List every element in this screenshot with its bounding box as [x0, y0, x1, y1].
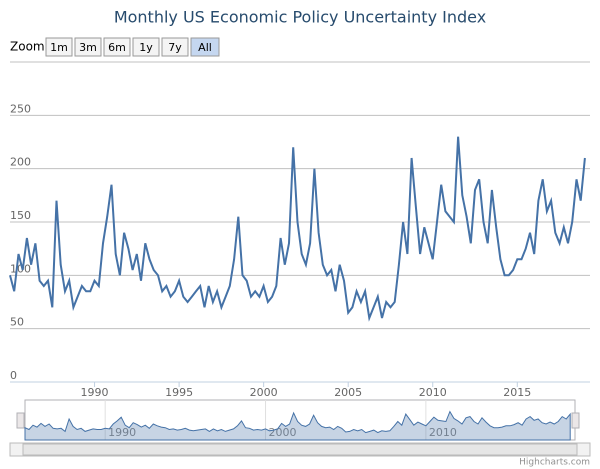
- zoom-button-label[interactable]: 6m: [108, 41, 126, 54]
- zoom-button-label[interactable]: 1m: [50, 41, 68, 54]
- x-tick-label: 2005: [334, 386, 362, 399]
- zoom-button-label[interactable]: 7y: [168, 41, 182, 54]
- zoom-button-label[interactable]: 1y: [139, 41, 153, 54]
- zoom-button-label[interactable]: All: [198, 41, 212, 54]
- navigator-tick-label: 2010: [429, 426, 457, 439]
- zoom-button[interactable]: [103, 37, 131, 57]
- zoom-button[interactable]: [74, 37, 102, 57]
- zoom-button-label[interactable]: 3m: [79, 41, 97, 54]
- chart-title: Monthly US Economic Policy Uncertainty I…: [114, 8, 486, 27]
- x-tick-label: 2015: [503, 386, 531, 399]
- navigator-handle-left[interactable]: [16, 412, 25, 429]
- y-tick-label: 150: [10, 209, 31, 222]
- zoom-label: Zoom: [10, 40, 45, 54]
- y-tick-label: 200: [10, 156, 31, 169]
- scrollbar-thumb[interactable]: [22, 443, 578, 456]
- x-tick-label: 2000: [250, 386, 278, 399]
- credits[interactable]: Highcharts.com: [519, 458, 590, 468]
- zoom-button[interactable]: [45, 37, 73, 57]
- navigator-handle-right[interactable]: [571, 412, 580, 429]
- navigator-tick-label: 1990: [108, 426, 136, 439]
- y-tick-label: 250: [10, 102, 31, 115]
- navigator-area: [24, 410, 571, 441]
- zoom-button[interactable]: [132, 37, 160, 57]
- y-tick-label: 0: [10, 369, 17, 382]
- x-tick-label: 1995: [165, 386, 193, 399]
- series-line: [9, 136, 586, 322]
- y-tick-label: 100: [10, 262, 31, 275]
- zoom-button[interactable]: [190, 37, 220, 57]
- zoom-button[interactable]: [161, 37, 189, 57]
- y-tick-label: 50: [10, 316, 24, 329]
- x-tick-label: 2010: [419, 386, 447, 399]
- zoom-buttons: 1m 3m 6m 1y 7y All: [45, 37, 220, 57]
- x-tick-label: 1990: [81, 386, 109, 399]
